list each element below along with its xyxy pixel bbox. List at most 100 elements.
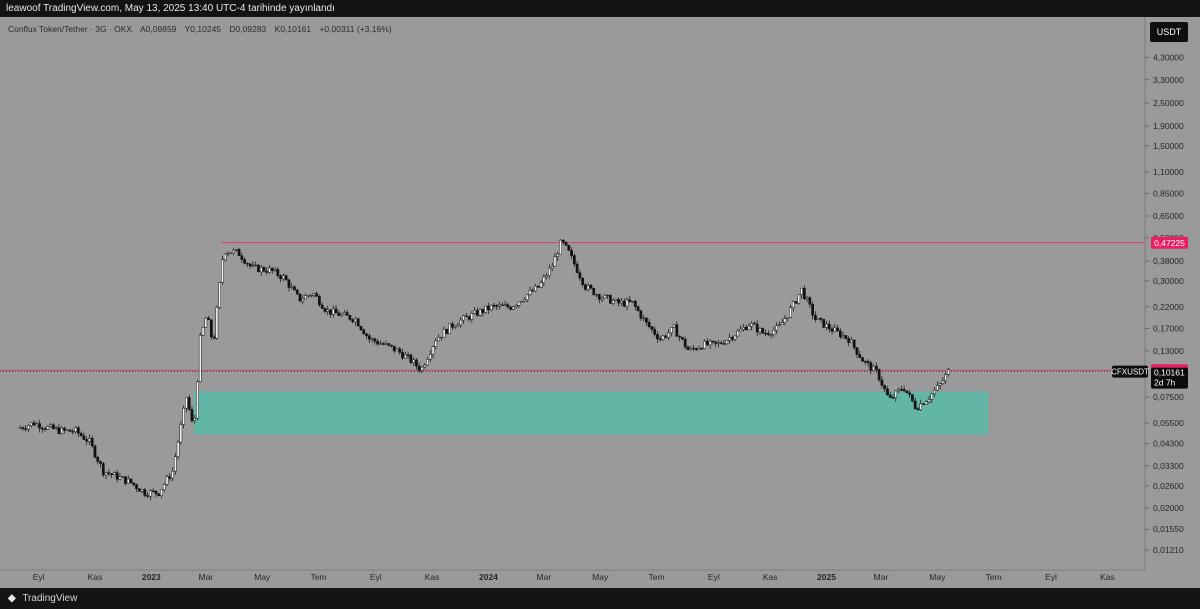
price-tick-label: 1,90000 xyxy=(1153,121,1184,131)
candle-body xyxy=(367,335,371,340)
time-axis[interactable]: Eyl Kas 2023 Mar May Tem Eyl Kas 2024 Mar May Tem Ey… xyxy=(33,572,1115,582)
candle-body xyxy=(863,361,867,363)
candle-body xyxy=(90,437,94,447)
candle-body xyxy=(46,426,50,430)
candle-body xyxy=(639,310,643,319)
candle-body xyxy=(833,327,837,332)
candle-body xyxy=(542,276,546,283)
candle-body xyxy=(52,424,55,429)
price-tick-label: 0,01210 xyxy=(1153,545,1184,555)
candle-body xyxy=(251,264,255,267)
candle-body xyxy=(298,293,302,302)
current-price-badge[interactable] xyxy=(1151,367,1188,389)
candle-body xyxy=(137,488,141,492)
candle-body xyxy=(107,472,111,474)
candle-body xyxy=(553,256,557,267)
candle-body xyxy=(517,301,521,306)
candle-body xyxy=(822,319,826,328)
candle-body xyxy=(872,365,875,371)
candle-body xyxy=(248,263,252,267)
price-tick-label: 0,02000 xyxy=(1153,503,1184,513)
candle-body xyxy=(855,347,859,355)
candle-body xyxy=(27,425,30,430)
time-tick-label: Kas xyxy=(1100,572,1115,582)
close-value: K0,10161 xyxy=(274,24,312,34)
candle-body xyxy=(265,270,269,273)
candle-body xyxy=(329,309,332,315)
candle-body xyxy=(343,312,346,315)
candle-body xyxy=(392,345,396,352)
symbol-price-badge[interactable] xyxy=(1112,365,1148,378)
candle-body xyxy=(636,306,640,312)
candle-body xyxy=(830,328,834,332)
candle-body xyxy=(270,267,274,271)
candle-body xyxy=(686,346,690,350)
candle-body xyxy=(257,264,260,273)
candle-body xyxy=(669,327,673,334)
chart-area[interactable]: 4,30000 3,30000 2,50000 1,90000 1,50000 1,100… xyxy=(0,17,1200,588)
candle-body xyxy=(437,337,440,342)
candle-body xyxy=(672,324,676,328)
price-chart[interactable]: 4,30000 3,30000 2,50000 1,90000 1,50000 1,100… xyxy=(0,17,1200,588)
candle-body xyxy=(805,297,809,300)
candle-body xyxy=(545,275,548,278)
price-axis[interactable]: 4,30000 3,30000 2,50000 1,90000 1,50000 1,100… xyxy=(1145,53,1184,555)
candle-body xyxy=(534,285,537,292)
candle-body xyxy=(816,317,820,320)
candle-body xyxy=(766,333,770,335)
price-tick-label: 0,30000 xyxy=(1153,276,1184,286)
candle-body xyxy=(916,408,920,411)
candle-body xyxy=(495,305,499,307)
currency-button[interactable]: USDT xyxy=(1150,22,1188,42)
candle-body xyxy=(514,305,518,308)
candle-body xyxy=(802,287,806,300)
candle-body xyxy=(661,335,665,340)
candle-body xyxy=(564,241,568,246)
candle-body xyxy=(387,343,391,346)
candle-body xyxy=(359,325,363,330)
price-tick-label: 0,38000 xyxy=(1153,256,1184,266)
candle-body xyxy=(536,285,540,288)
candle-body xyxy=(351,319,355,322)
candle-body xyxy=(642,317,645,320)
symbol-legend: Conflux Token/Tether · 3G · OKX A0,09859… xyxy=(8,24,398,34)
candle-body xyxy=(215,307,219,339)
candle-body xyxy=(301,298,305,302)
candle-body xyxy=(196,381,199,419)
candle-body xyxy=(246,263,249,265)
candle-body xyxy=(362,329,366,335)
candle-body xyxy=(320,304,324,309)
candle-body xyxy=(135,484,138,489)
candle-body xyxy=(54,427,58,429)
candle-body xyxy=(379,343,382,345)
candle-body xyxy=(162,484,166,491)
candle-body xyxy=(938,383,942,386)
candle-body xyxy=(667,332,670,338)
candle-body xyxy=(866,361,870,364)
candle-body xyxy=(198,334,202,383)
bar-countdown-label: 2d 7h xyxy=(1154,378,1176,388)
candle-body xyxy=(597,294,601,300)
candle-body xyxy=(237,249,241,256)
candle-body xyxy=(204,317,208,328)
price-marker-badge[interactable] xyxy=(1151,236,1188,249)
time-tick-label: Kas xyxy=(763,572,778,582)
candle-body xyxy=(331,308,335,315)
candle-body xyxy=(464,315,468,317)
candle-body xyxy=(675,324,679,337)
candle-body xyxy=(561,239,565,243)
time-tick-label: Mar xyxy=(874,572,889,582)
candle-body xyxy=(282,275,285,280)
candle-body xyxy=(309,294,313,297)
candle-body xyxy=(725,340,729,345)
candle-body xyxy=(678,336,681,338)
candle-body xyxy=(728,337,731,341)
candle-body xyxy=(439,336,443,339)
candle-body xyxy=(911,394,914,402)
candle-body xyxy=(783,318,787,323)
candle-body xyxy=(487,305,490,311)
candle-body xyxy=(373,338,377,342)
candle-body xyxy=(861,357,864,362)
candle-body xyxy=(210,319,213,338)
time-tick-label: Tem xyxy=(310,572,326,582)
